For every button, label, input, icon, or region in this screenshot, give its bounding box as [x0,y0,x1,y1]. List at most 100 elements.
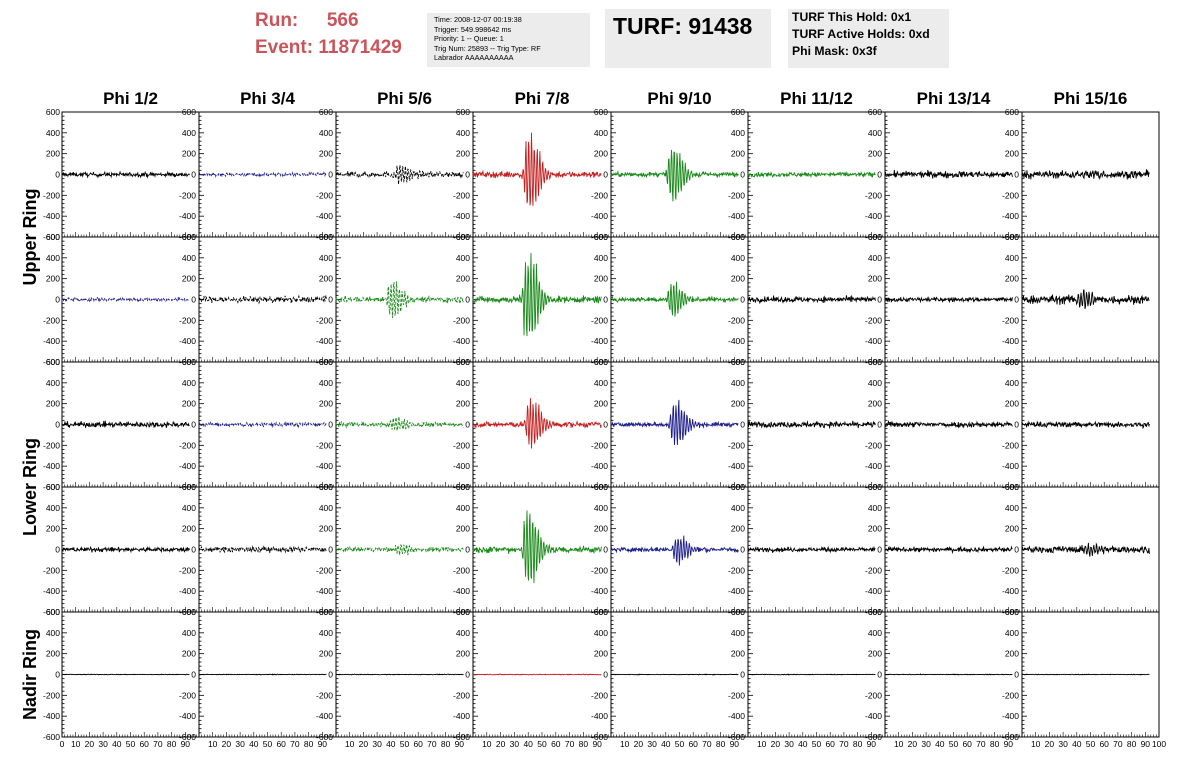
y-tick-label: -400 [1002,586,1019,596]
waveform-trace [335,543,464,556]
waveform-trace [61,170,190,179]
y-tick-label: -200 [728,190,745,200]
turf-line: Phi Mask: 0x3f [792,44,877,58]
y-tick-label: 200 [182,649,196,659]
y-tick-label: -400 [865,711,882,721]
y-tick-label: 600 [182,482,196,492]
y-tick-label: 600 [1005,107,1019,117]
y-tick-label: 0 [877,295,882,305]
y-tick-label: -400 [453,461,470,471]
y-tick-label: 0 [1014,170,1019,180]
y-tick-label: -200 [591,690,608,700]
y-tick-label: -600 [179,732,196,742]
y-tick-label: 600 [1005,357,1019,367]
waveform-trace [884,673,1013,676]
x-tick-label: 40 [523,739,533,749]
y-tick-label: 200 [1005,399,1019,409]
y-tick-label: -200 [1002,315,1019,325]
y-tick-label: 200 [46,149,60,159]
run-label: Run: [255,10,299,31]
y-tick-label: -400 [1002,336,1019,346]
y-tick-label: 0 [465,170,470,180]
waveform-trace [747,545,876,554]
x-tick-label: 30 [784,739,794,749]
waveform-trace [335,165,464,185]
x-tick-label: 80 [441,739,451,749]
x-tick-label: 30 [98,739,108,749]
x-tick-label: 90 [592,739,602,749]
y-tick-label: 400 [1005,253,1019,263]
y-tick-label: -200 [43,190,60,200]
x-tick-label: 30 [510,739,520,749]
waveform-trace [1021,289,1150,310]
y-tick-label: 200 [319,149,333,159]
y-tick-label: 0 [877,670,882,680]
y-tick-label: -200 [453,565,470,575]
y-tick-label: 400 [868,253,882,263]
y-tick-label: 200 [456,149,470,159]
y-tick-label: 400 [46,503,60,513]
y-tick-label: 600 [868,482,882,492]
y-tick-label: 400 [182,128,196,138]
waveform-trace [198,294,327,305]
waveform-trace [884,545,1013,555]
y-tick-label: 600 [731,607,745,617]
y-tick-label: -600 [43,482,60,492]
y-tick-label: 200 [594,649,608,659]
y-tick-label: -200 [316,315,333,325]
y-tick-label: 400 [46,378,60,388]
waveform-trace [747,294,876,305]
y-tick-label: 600 [456,107,470,117]
y-tick-label: -600 [591,732,608,742]
y-tick-label: -400 [453,586,470,596]
waveform-trace [335,281,464,318]
x-tick-label: 20 [496,739,506,749]
waveform-trace [61,545,190,554]
y-tick-label: 0 [191,295,196,305]
y-tick-label: 600 [46,232,60,242]
y-tick-label: -400 [865,211,882,221]
y-tick-label: 400 [456,628,470,638]
x-tick-label: 30 [921,739,931,749]
y-tick-label: 200 [731,524,745,534]
x-tick-label: 20 [222,739,232,749]
y-tick-label: 600 [731,107,745,117]
x-tick-label: 90 [867,739,877,749]
column-title: Phi 15/16 [1054,89,1128,108]
y-tick-label: 0 [877,545,882,555]
y-tick-label: 200 [868,399,882,409]
x-tick-label: 70 [976,739,986,749]
y-tick-label: -200 [728,690,745,700]
y-tick-label: 0 [740,545,745,555]
y-tick-label: -400 [1002,711,1019,721]
waveform-trace [472,673,602,676]
y-tick-label: 0 [465,545,470,555]
x-tick-label: 80 [853,739,863,749]
y-tick-label: 400 [731,253,745,263]
y-tick-label: 400 [1005,503,1019,513]
y-tick-label: -200 [1002,440,1019,450]
y-tick-label: 200 [1005,274,1019,284]
y-tick-label: -200 [728,440,745,450]
y-tick-label: 0 [740,420,745,430]
y-tick-label: -400 [865,586,882,596]
x-tick-label: 10 [620,739,630,749]
x-tick-label: 70 [565,739,575,749]
y-tick-label: 400 [594,253,608,263]
y-tick-label: -400 [43,711,60,721]
y-tick-label: 0 [1014,670,1019,680]
y-tick-label: -200 [43,315,60,325]
waveform-trace [198,673,327,676]
y-tick-label: -200 [316,690,333,700]
x-tick-label: 40 [935,739,945,749]
y-tick-label: 200 [46,399,60,409]
x-tick-label: 40 [112,739,122,749]
x-tick-label: 70 [702,739,712,749]
y-tick-label: 200 [731,274,745,284]
y-tick-label: 0 [55,420,60,430]
x-tick-label: 90 [181,739,191,749]
info-line: Trigger: 549.998642 ms [434,24,512,34]
y-tick-label: -400 [591,711,608,721]
y-tick-label: -200 [591,440,608,450]
